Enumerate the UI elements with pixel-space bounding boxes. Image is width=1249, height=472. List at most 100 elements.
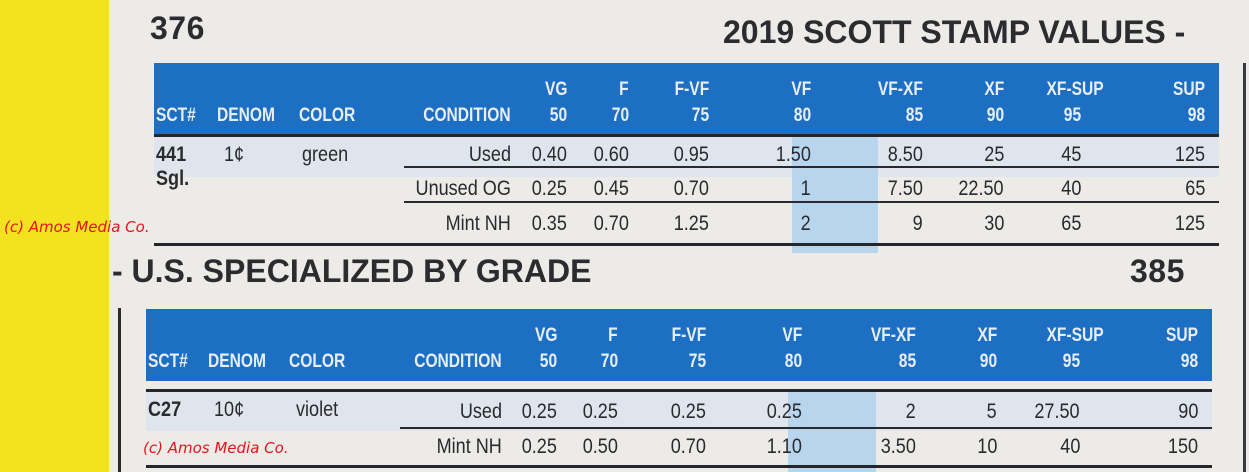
header-rule [154, 134, 1219, 137]
col-score-vf: 80 [784, 351, 802, 372]
value-cell: 0.35 [531, 212, 567, 235]
value-cell: 45 [1060, 143, 1081, 166]
value-cell: 0.25 [531, 177, 567, 200]
condition-label: Used [459, 400, 502, 423]
value-cell: 40 [1060, 177, 1081, 200]
row-shade [154, 137, 1219, 177]
col-score-vg: 50 [539, 351, 557, 372]
col-condition: CONDITION [423, 105, 511, 126]
col-grade-vg: VG [534, 325, 557, 346]
col-grade-xf: XF [977, 325, 997, 346]
value-cell: 2 [800, 212, 811, 235]
table-header: SCT# DENOM COLOR CONDITION VG 50 F 70 F-… [146, 309, 1212, 381]
value-cell: 0.60 [593, 143, 629, 166]
col-grade-sup: SUP [1165, 325, 1198, 346]
page-margin-rule [1243, 63, 1246, 472]
condition-label: Used [468, 143, 511, 166]
col-grade-f: F [608, 325, 618, 346]
value-cell: 90 [1177, 400, 1198, 423]
denomination: 1¢ [224, 143, 245, 166]
col-grade-sup: SUP [1172, 79, 1205, 100]
grade-table-c27: SCT# DENOM COLOR CONDITION VG 50 F 70 F-… [146, 309, 1212, 472]
col-grade-f: F [619, 79, 629, 100]
row-shade [146, 391, 1212, 431]
col-grade-vg: VG [544, 79, 567, 100]
page-margin-rule-left [118, 308, 121, 472]
value-cell: 0.70 [673, 177, 709, 200]
col-score-vf: 80 [793, 105, 811, 126]
running-head-bottom: - U.S. SPECIALIZED BY GRADE [112, 253, 592, 289]
copyright-watermark: (c) Amos Media Co. [4, 218, 150, 236]
condition-label: Unused OG [415, 177, 511, 200]
value-cell: 7.50 [887, 177, 923, 200]
value-cell: 65 [1184, 177, 1205, 200]
col-score-fvf: 75 [688, 351, 706, 372]
running-head-top: 2019 SCOTT STAMP VALUES - [723, 14, 1186, 50]
grade-table-441: SCT# DENOM COLOR CONDITION VG 50 F 70 F-… [154, 63, 1219, 253]
value-cell: 1.10 [766, 435, 802, 458]
col-score-xfsup: 95 [1062, 351, 1080, 372]
col-score-fvf: 75 [691, 105, 709, 126]
row-rule [404, 201, 1219, 203]
col-condition: CONDITION [414, 351, 502, 372]
condition-label: Mint NH [445, 212, 511, 235]
value-cell: 0.70 [670, 435, 706, 458]
header-rule [146, 389, 1212, 392]
value-cell: 27.50 [1034, 400, 1080, 423]
value-cell: 0.25 [582, 400, 618, 423]
page-edge-yellow [0, 0, 109, 472]
value-cell: 9 [912, 212, 923, 235]
table-bottom-rule [146, 465, 1212, 468]
vf-column-highlight [792, 137, 878, 253]
sct-number: 441 [156, 143, 187, 166]
col-score-vg: 50 [549, 105, 567, 126]
value-cell: 5 [986, 400, 997, 423]
row-rule [404, 166, 1219, 168]
value-cell: 1.50 [775, 143, 811, 166]
col-score-xf: 90 [979, 351, 997, 372]
value-cell: 3.50 [880, 435, 916, 458]
col-grade-fvf: F-VF [674, 79, 709, 100]
sct-note: Sgl. [156, 167, 190, 190]
col-score-f: 70 [611, 105, 629, 126]
condition-label: Mint NH [436, 435, 502, 458]
col-grade-fvf: F-VF [671, 325, 706, 346]
sct-number: C27 [148, 398, 182, 421]
col-score-xfsup: 95 [1063, 105, 1081, 126]
col-grade-vfxf: VF-XF [870, 325, 916, 346]
value-cell: 0.40 [531, 143, 567, 166]
vf-column-highlight [788, 391, 876, 472]
value-cell: 10 [976, 435, 997, 458]
value-cell: 1 [800, 177, 811, 200]
value-cell: 22.50 [958, 177, 1004, 200]
value-cell: 125 [1174, 143, 1205, 166]
col-denom: DENOM [217, 105, 276, 126]
table-bottom-rule [154, 243, 1219, 246]
value-cell: 125 [1174, 212, 1205, 235]
col-sct: SCT# [148, 351, 188, 372]
value-cell: 0.95 [673, 143, 709, 166]
col-grade-xf: XF [984, 79, 1004, 100]
value-cell: 65 [1060, 212, 1081, 235]
value-cell: 30 [983, 212, 1004, 235]
value-cell: 1.25 [673, 212, 709, 235]
value-cell: 0.25 [670, 400, 706, 423]
col-color: COLOR [299, 105, 356, 126]
value-cell: 150 [1167, 435, 1198, 458]
table-header: SCT# DENOM COLOR CONDITION VG 50 F 70 F-… [154, 63, 1219, 135]
col-grade-xfsup: XF-SUP [1046, 325, 1104, 346]
col-denom: DENOM [208, 351, 267, 372]
col-score-f: 70 [600, 351, 618, 372]
value-cell: 0.25 [521, 435, 557, 458]
col-score-sup: 98 [1187, 105, 1205, 126]
value-cell: 0.25 [766, 400, 802, 423]
col-score-vfxf: 85 [905, 105, 923, 126]
col-grade-vfxf: VF-XF [877, 79, 923, 100]
page-number-bottom: 385 [1130, 253, 1185, 289]
col-grade-xfsup: XF-SUP [1046, 79, 1104, 100]
col-score-sup: 98 [1180, 351, 1198, 372]
value-cell: 8.50 [887, 143, 923, 166]
row-rule [400, 427, 1212, 429]
stamp-color: green [302, 143, 349, 166]
value-cell: 0.70 [593, 212, 629, 235]
